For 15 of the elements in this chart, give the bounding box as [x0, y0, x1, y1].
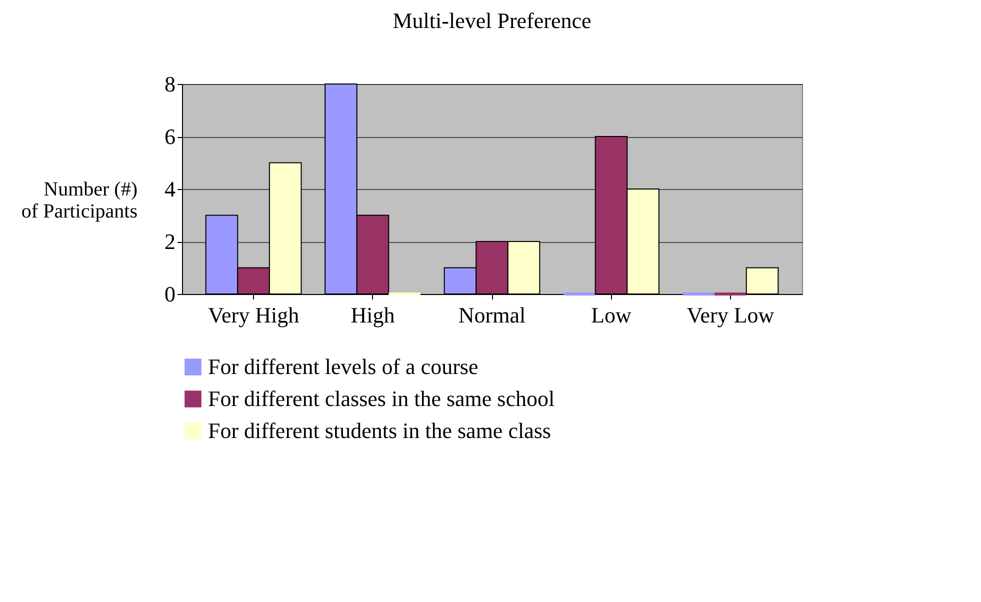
- legend-label: For different levels of a course: [208, 354, 478, 379]
- y-tick-label: 2: [164, 229, 176, 254]
- y-axis-title: Number (#) of Participants: [21, 178, 138, 222]
- x-tick-label: Very High: [208, 302, 300, 328]
- y-tick-label: 8: [164, 72, 176, 96]
- y-tick-label: 4: [164, 176, 176, 202]
- y-tick-label: 0: [164, 282, 176, 306]
- x-tick-label: Very Low: [686, 302, 774, 328]
- y-tick-label: 6: [164, 124, 176, 149]
- x-tick-label: High: [350, 302, 395, 328]
- legend-label: For different classes in the same school: [208, 386, 555, 411]
- x-tick-label: Low: [591, 302, 632, 328]
- x-tick-label: Normal: [458, 302, 526, 328]
- chart-title: Multi-level Preference: [392, 8, 592, 33]
- legend-label: For different students in the same class: [208, 418, 551, 443]
